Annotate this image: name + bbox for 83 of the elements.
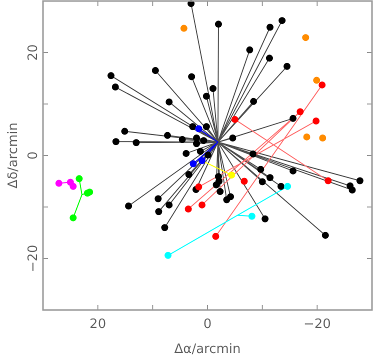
point [212,232,220,240]
point [107,72,114,80]
y-tick-label: −20 [26,244,41,272]
point [240,178,248,185]
point [319,134,326,142]
x-axis-title: Δα/arcmin [174,342,241,357]
point [125,202,132,210]
point [182,150,190,157]
x-tick-label: −20 [303,317,331,332]
point [202,92,210,100]
point [248,212,256,220]
point [195,125,202,132]
point [178,136,186,144]
point [227,193,234,200]
point [112,84,119,91]
point [284,62,291,70]
point [250,150,257,158]
point [209,85,216,92]
point [322,232,329,239]
point [188,73,196,80]
point [152,67,159,74]
point [258,178,266,186]
point [290,167,297,174]
point [262,215,269,222]
point [257,166,264,173]
point [284,182,292,190]
point [214,20,222,28]
point [112,138,120,146]
point [312,117,320,124]
point [164,132,171,139]
point [70,214,77,222]
point [202,123,210,130]
point [55,180,62,187]
point [204,151,212,158]
point [184,206,192,213]
point [190,160,197,168]
y-axis-title: Δδ/arcmin [6,122,21,188]
point [198,157,206,164]
point [348,186,356,194]
point [228,172,236,179]
point [296,108,304,116]
point [121,128,128,135]
point [231,116,238,123]
point [318,81,326,88]
point [277,182,284,190]
point [164,252,172,259]
point [303,133,310,140]
point [266,54,273,62]
point [166,98,173,106]
point [200,137,208,144]
point [229,134,236,142]
point [196,148,204,155]
point [70,182,77,190]
point [132,139,140,146]
point [246,46,254,54]
point [216,188,224,196]
point [266,174,274,182]
point [313,76,320,84]
point [86,188,94,196]
point [180,24,188,32]
point [266,24,274,31]
point [212,181,220,188]
point [185,171,192,178]
point [250,98,258,105]
x-tick-label: 0 [203,317,212,332]
point [198,201,206,208]
point [76,175,83,182]
x-tick-label: 20 [90,317,106,332]
point [278,17,286,24]
point [189,123,196,130]
y-tick-label: 0 [26,151,41,160]
point [166,201,173,208]
point [161,224,168,232]
point [324,177,332,184]
y-tick-label: 20 [26,44,41,61]
point [154,195,162,202]
point [193,134,200,142]
point [290,114,297,122]
point [195,183,202,190]
point [356,177,364,184]
point [193,140,200,148]
point [302,34,310,42]
point [155,208,162,216]
